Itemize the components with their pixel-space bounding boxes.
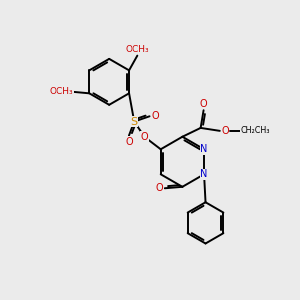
- Text: OCH₃: OCH₃: [125, 45, 149, 54]
- Text: N: N: [200, 169, 208, 179]
- Text: OCH₃: OCH₃: [50, 87, 73, 96]
- Text: CH₂CH₃: CH₂CH₃: [240, 126, 270, 135]
- Text: O: O: [200, 99, 207, 109]
- Text: O: O: [151, 111, 159, 121]
- Text: O: O: [125, 136, 133, 147]
- Text: O: O: [141, 132, 148, 142]
- Text: S: S: [131, 117, 138, 127]
- Text: N: N: [200, 144, 208, 154]
- Text: O: O: [156, 183, 163, 193]
- Text: O: O: [221, 126, 229, 136]
